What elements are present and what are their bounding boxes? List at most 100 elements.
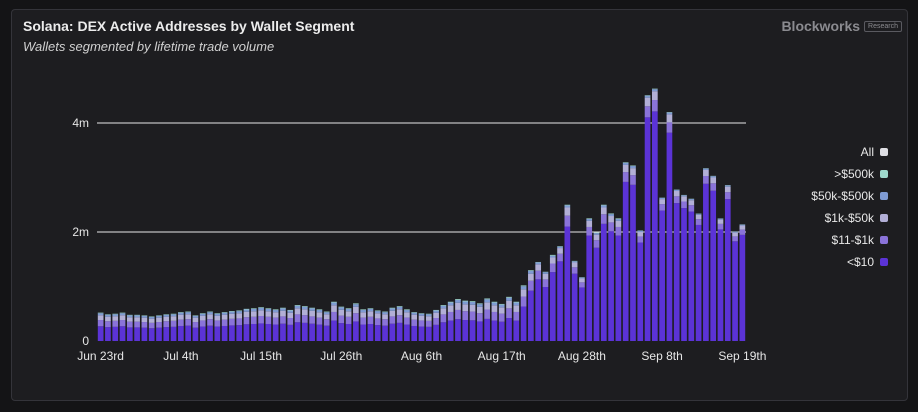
bar-segment <box>462 300 469 302</box>
bar-segment <box>732 231 738 233</box>
legend-item[interactable]: $50k-$500k <box>811 187 888 204</box>
bar-segment <box>703 176 709 184</box>
bar-segment <box>265 324 272 341</box>
bar-segment <box>316 317 323 325</box>
bar-segment <box>404 310 410 313</box>
bar-segment <box>717 223 724 230</box>
bar-segment <box>178 319 184 326</box>
bar-stack <box>243 308 250 341</box>
bar-segment <box>396 306 403 310</box>
bar-segment <box>440 305 447 309</box>
bar-segment <box>134 314 140 316</box>
bar-stack <box>404 309 410 341</box>
bar-segment <box>717 229 724 341</box>
bar-segment <box>630 184 636 341</box>
bar-segment <box>615 218 622 219</box>
bar-segment <box>681 201 687 209</box>
bar-segment <box>557 248 563 254</box>
bar-segment <box>520 306 527 341</box>
y-axis: 0 2m 4m <box>72 116 89 348</box>
bar-stack <box>535 261 542 341</box>
bar-segment <box>418 320 425 327</box>
bar-segment <box>97 326 104 341</box>
bar-segment <box>404 312 410 318</box>
bar-segment <box>301 306 308 310</box>
bar-segment <box>513 305 520 312</box>
bar-segment <box>309 316 315 324</box>
bar-segment <box>659 204 665 211</box>
legend-item[interactable]: All <box>861 143 888 160</box>
bar-segment <box>97 313 104 316</box>
y-tick-label: 4m <box>72 116 89 130</box>
bar-segment <box>717 219 724 224</box>
bar-segment <box>345 324 352 341</box>
legend-item[interactable]: $1k-$50k <box>825 209 888 226</box>
legend-swatch <box>880 213 888 222</box>
bar-segment <box>185 319 191 326</box>
bar-segment <box>498 313 505 322</box>
legend-swatch <box>880 235 888 244</box>
bar-segment <box>236 311 243 314</box>
bar-segment <box>389 307 396 309</box>
bar-segment <box>608 222 614 232</box>
bar-segment <box>199 313 206 314</box>
legend-item[interactable]: >$500k <box>834 165 888 182</box>
bar-stack <box>221 312 228 341</box>
bar-stack <box>703 168 709 341</box>
bar-segment <box>506 297 512 301</box>
bar-segment <box>119 320 126 327</box>
x-tick-label: Sep 19th <box>718 349 766 363</box>
bar-segment <box>520 296 527 307</box>
bar-segment <box>637 242 644 341</box>
bar-segment <box>549 254 556 256</box>
bar-segment <box>97 312 104 314</box>
bar-segment <box>294 305 301 309</box>
bar-segment <box>710 183 717 191</box>
bar-segment <box>148 322 155 329</box>
bar-stack <box>185 311 191 341</box>
bar-segment <box>272 309 279 311</box>
legend-item[interactable]: <$10 <box>847 253 888 270</box>
bar-segment <box>272 317 279 325</box>
bar-segment <box>243 311 250 318</box>
bar-stack <box>178 312 184 341</box>
bar-segment <box>498 321 505 341</box>
bar-segment <box>418 313 425 314</box>
bar-segment <box>287 312 294 319</box>
bar-segment <box>331 301 337 303</box>
bar-segment <box>462 301 469 305</box>
bar-segment <box>659 197 665 200</box>
bar-segment <box>630 165 636 167</box>
bar-segment <box>637 236 644 243</box>
bar-segment <box>243 324 250 341</box>
bar-segment <box>185 312 191 315</box>
bar-segment <box>301 315 308 323</box>
brand-tag: Research <box>864 20 902 32</box>
bar-stack <box>739 224 746 341</box>
bar-segment <box>440 322 447 341</box>
legend: All >$500k $50k-$500k $1k-$50k $11-$1k <$10 <box>811 143 888 270</box>
bar-segment <box>622 162 629 163</box>
bar-stack <box>462 300 469 341</box>
bar-segment <box>491 301 498 303</box>
bar-segment <box>214 320 221 327</box>
legend-item[interactable]: $11-$1k <box>832 231 888 248</box>
bar-segment <box>520 289 527 297</box>
bar-segment <box>199 326 206 341</box>
bar-segment <box>593 233 600 235</box>
bar-segment <box>615 235 622 341</box>
bar-segment <box>112 313 119 315</box>
bar-segment <box>455 309 461 320</box>
bar-segment <box>528 280 534 291</box>
bar-segment <box>615 220 622 227</box>
bar-stack <box>724 185 731 341</box>
bar-segment <box>673 191 680 197</box>
bar-stack <box>681 194 687 341</box>
bar-segment <box>163 327 170 341</box>
bar-segment <box>739 234 746 341</box>
bar-segment <box>156 322 162 328</box>
bar-segment <box>564 226 571 341</box>
bar-segment <box>389 308 396 311</box>
bar-stack <box>476 303 483 341</box>
bar-segment <box>309 323 315 341</box>
